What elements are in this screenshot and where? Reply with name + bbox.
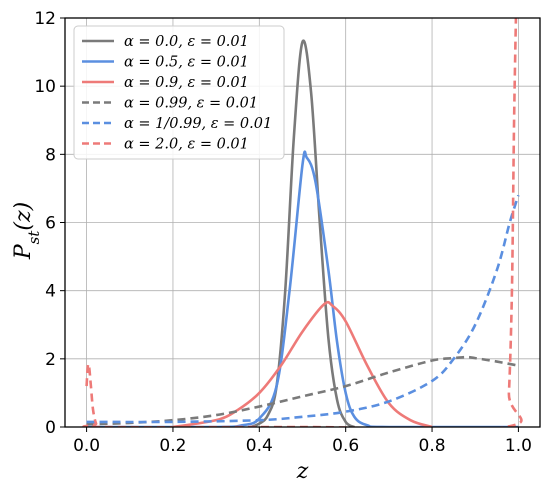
legend-label-2: α = 0.5, ε = 0.01 [124, 55, 249, 71]
x-tick-label: 0.0 [73, 436, 100, 456]
x-tick-label: 0.2 [159, 436, 186, 456]
x-tick-label: 0.8 [419, 436, 446, 456]
legend-label-4: α = 0.99, ε = 0.01 [124, 96, 258, 112]
x-axis-label: z [296, 459, 309, 484]
legend-label-3: α = 0.9, ε = 0.01 [124, 75, 249, 91]
y-tick-label: 10 [34, 77, 56, 97]
legend-label-1: α = 0.0, ε = 0.01 [124, 34, 249, 50]
legend-label-6: α = 2.0, ε = 0.01 [124, 137, 249, 153]
y-tick-label: 0 [45, 418, 56, 438]
y-axis-label-sub: st [25, 230, 43, 245]
series-line-6 [82, 18, 523, 427]
legend-box [73, 25, 285, 160]
legend: α = 0.0, ε = 0.01 α = 0.5, ε = 0.01 α = 0.… [73, 25, 285, 160]
y-tick-label: 4 [45, 282, 56, 302]
x-tick-label: 1.0 [505, 436, 532, 456]
y-axis-label: Pst(z) [11, 202, 43, 260]
y-tick-label: 2 [45, 350, 56, 370]
series-line-4 [86, 355, 519, 426]
plot-area [82, 18, 523, 427]
y-tick-label: 12 [34, 9, 56, 29]
x-ticks: 0.0 0.2 0.4 0.6 0.8 1.0 [73, 427, 532, 456]
y-ticks: 0 2 4 6 8 10 12 [34, 9, 65, 438]
x-tick-label: 0.4 [246, 436, 273, 456]
x-tick-label: 0.6 [332, 436, 359, 456]
y-tick-label: 8 [45, 145, 56, 165]
y-axis-label-base: P [11, 243, 36, 260]
series-line-2 [86, 150, 519, 427]
y-tick-label: 6 [45, 214, 56, 234]
series-line-5 [86, 194, 520, 424]
y-axis-label-tail: (z) [11, 202, 36, 231]
legend-label-5: α = 1/0.99, ε = 0.01 [124, 116, 272, 132]
series-line-3 [172, 300, 433, 427]
